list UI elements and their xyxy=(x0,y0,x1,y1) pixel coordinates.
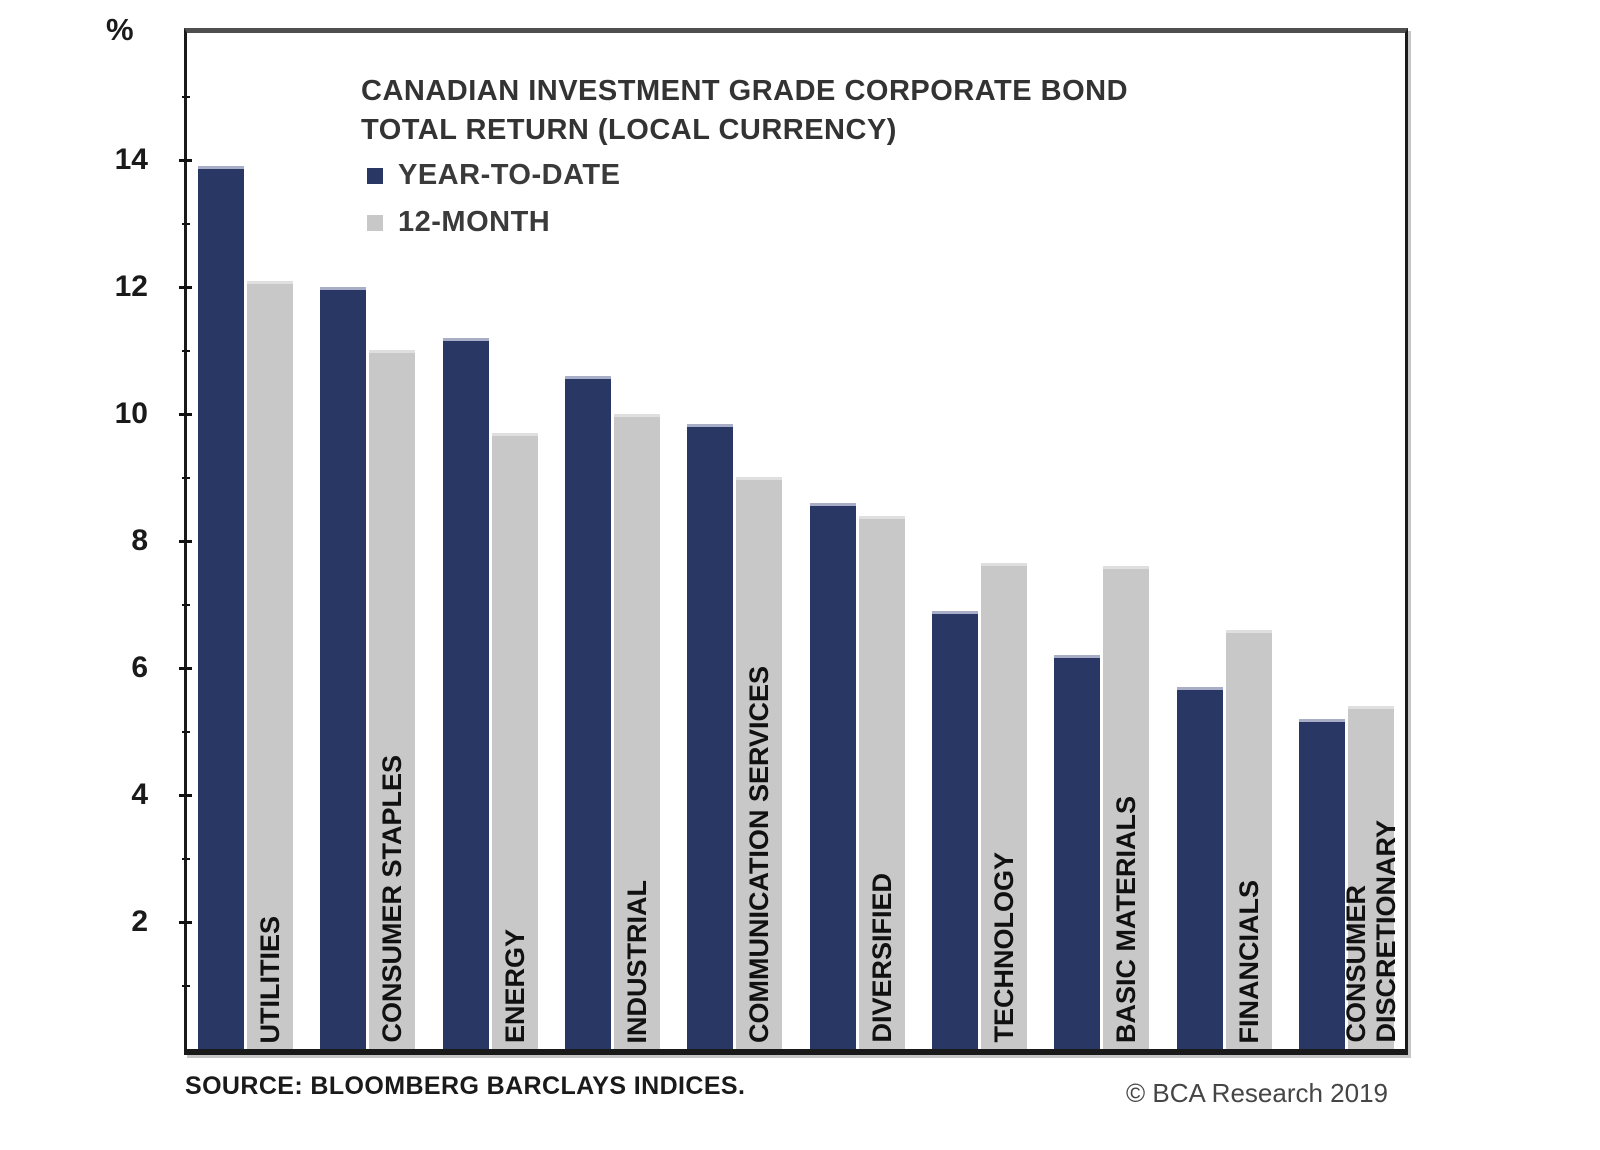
y-tick-label-12: 12 xyxy=(114,270,148,303)
y-minor-tick-5 xyxy=(182,730,190,733)
bar-ytd-technology xyxy=(932,611,978,1049)
chart-title-line1: CANADIAN INVESTMENT GRADE CORPORATE BOND xyxy=(361,75,1129,107)
bar-12m-basic-materials xyxy=(1103,566,1149,1049)
y-axis-unit-label: % xyxy=(106,12,134,47)
category-label-financials: FINANCIALS xyxy=(1234,879,1264,1044)
bar-ytd-basic-materials xyxy=(1054,655,1100,1049)
y-tick-label-2: 2 xyxy=(131,905,148,938)
bar-ytd-industrial xyxy=(565,376,611,1049)
legend-item-year-to-date: YEAR-TO-DATE xyxy=(367,157,620,194)
y-tick-label-10: 10 xyxy=(114,397,148,430)
bar-12m-utilities xyxy=(247,281,293,1049)
category-label-industrial: INDUSTRIAL xyxy=(622,879,652,1044)
bar-ytd-diversified xyxy=(810,503,856,1049)
bar-12m-financials xyxy=(1226,630,1272,1049)
category-label-consumer-discretionary: CONSUMER DISCRETIONARY xyxy=(1341,820,1401,1043)
y-minor-tick-3 xyxy=(182,857,190,860)
legend-swatch-year-to-date xyxy=(367,167,383,184)
y-tick-label-6: 6 xyxy=(131,651,148,684)
category-label-energy: ENERGY xyxy=(500,928,530,1043)
plot-area: 2 4 6 8 10 12 14 UTILITIES CONSUMER STAPLES ENER… xyxy=(115,28,1408,1055)
chart-title-line2: TOTAL RETURN (LOCAL CURRENCY) xyxy=(361,114,897,146)
bar-12m-technology xyxy=(981,563,1027,1049)
bar-12m-consumer-discretionary xyxy=(1348,706,1394,1049)
bar-ytd-communication-services xyxy=(687,424,733,1049)
y-minor-tick-9 xyxy=(182,476,190,479)
y-tick-10 xyxy=(179,412,192,416)
y-minor-tick-7 xyxy=(182,603,190,606)
y-minor-tick-13 xyxy=(182,222,190,225)
legend-label-12-month: 12-MONTH xyxy=(398,206,551,238)
category-label-communication-services: COMMUNICATION SERVICES xyxy=(744,665,774,1043)
legend-label-year-to-date: YEAR-TO-DATE xyxy=(398,159,621,191)
legend-item-12-month: 12-MONTH xyxy=(367,204,620,241)
y-tick-14 xyxy=(179,158,192,162)
legend: YEAR-TO-DATE 12-MONTH xyxy=(367,157,620,251)
chart-title: CANADIAN INVESTMENT GRADE CORPORATE BOND… xyxy=(361,72,1128,150)
category-label-diversified: DIVERSIFIED xyxy=(867,873,897,1043)
y-minor-tick-11 xyxy=(182,349,190,352)
bar-12m-diversified xyxy=(859,516,905,1049)
y-minor-tick-1 xyxy=(182,984,190,987)
category-label-utilities: UTILITIES xyxy=(255,915,285,1044)
category-label-technology: TECHNOLOGY xyxy=(989,852,1019,1043)
y-minor-tick-15 xyxy=(182,95,190,98)
category-label-consumer-staples: CONSUMER STAPLES xyxy=(377,755,407,1043)
y-tick-6 xyxy=(179,666,192,670)
bar-ytd-consumer-discretionary xyxy=(1299,719,1345,1049)
y-tick-label-4: 4 xyxy=(131,778,148,811)
bar-ytd-utilities xyxy=(198,166,244,1049)
y-tick-label-8: 8 xyxy=(131,524,148,557)
bar-12m-industrial xyxy=(614,414,660,1049)
legend-swatch-12-month xyxy=(367,214,383,231)
y-tick-label-14: 14 xyxy=(114,143,148,176)
category-label-basic-materials: BASIC MATERIALS xyxy=(1111,796,1141,1043)
bar-12m-consumer-staples xyxy=(369,350,415,1049)
bar-ytd-consumer-staples xyxy=(320,287,366,1049)
y-tick-8 xyxy=(179,539,192,543)
copyright-note: © BCA Research 2019 xyxy=(1126,1078,1388,1108)
y-tick-12 xyxy=(179,285,192,289)
bar-12m-communication-services xyxy=(736,477,782,1049)
y-tick-4 xyxy=(179,793,192,797)
bar-ytd-energy xyxy=(443,338,489,1049)
y-tick-2 xyxy=(179,920,192,924)
bar-ytd-financials xyxy=(1177,687,1223,1049)
source-note: SOURCE: BLOOMBERG BARCLAYS INDICES. xyxy=(185,1072,746,1100)
bar-12m-energy xyxy=(492,433,538,1049)
